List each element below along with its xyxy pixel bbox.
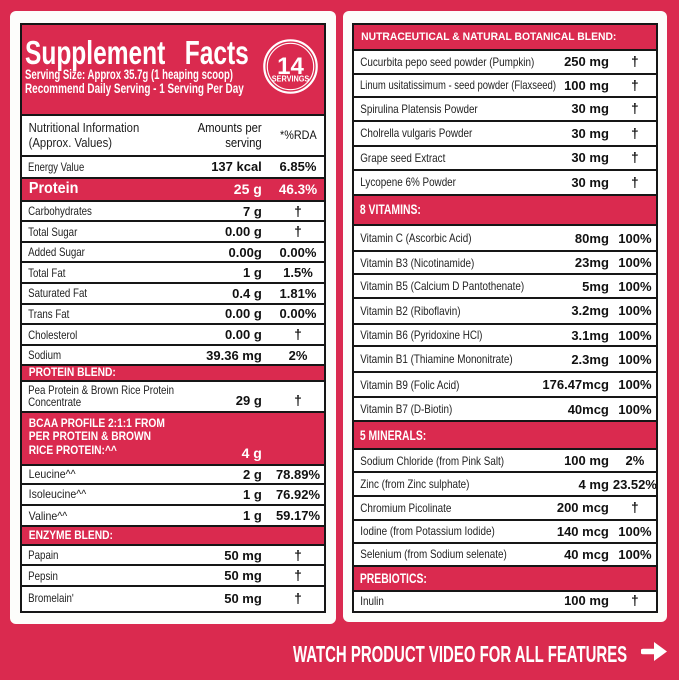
- svg-text:14: 14: [277, 52, 304, 79]
- svg-text:SERVINGS: SERVINGS: [272, 74, 310, 84]
